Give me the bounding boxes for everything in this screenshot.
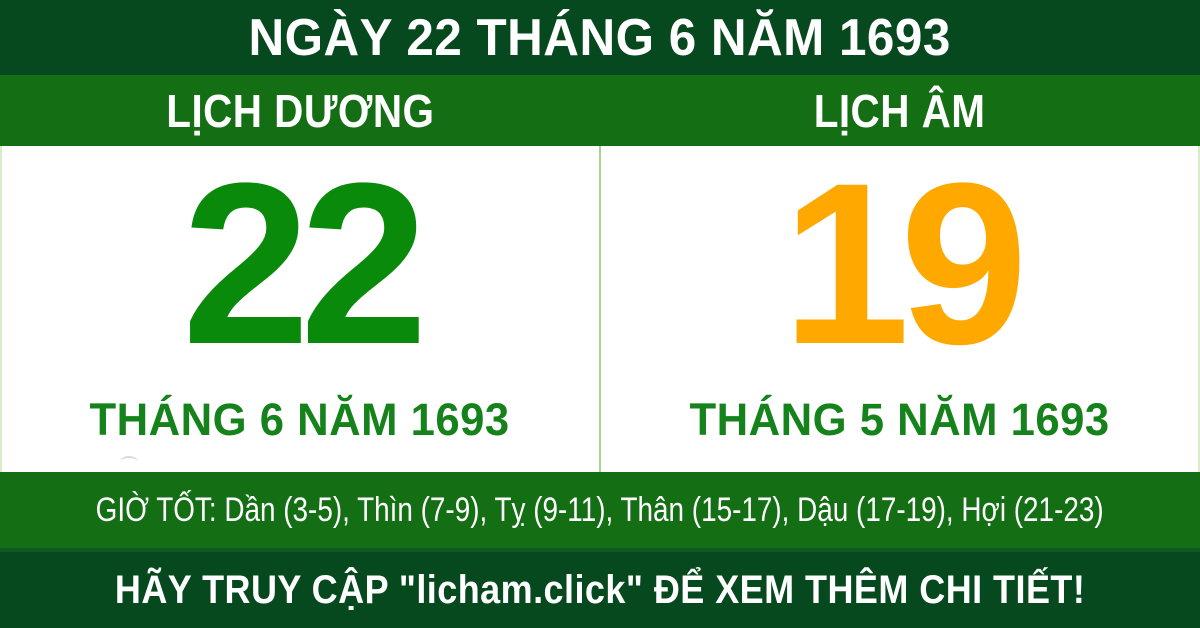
lunar-label-cell: LỊCH ÂM xyxy=(600,75,1200,146)
solar-month-year: THÁNG 6 NĂM 1693 xyxy=(89,394,511,445)
good-hours-text: GIỜ TỐT: Dần (3-5), Thìn (7-9), Tỵ (9-11… xyxy=(95,490,1105,529)
panel-divider xyxy=(599,146,601,472)
lunar-day-number: 19 xyxy=(782,135,1028,392)
page-curl-mark xyxy=(120,456,138,462)
solar-label-cell: LỊCH DƯƠNG xyxy=(0,75,600,146)
solar-calendar-label: LỊCH DƯƠNG xyxy=(165,84,435,137)
calendar-panels: 22 THÁNG 6 NĂM 1693 19 THÁNG 5 NĂM 1693 xyxy=(0,146,1200,472)
lunar-panel: 19 THÁNG 5 NĂM 1693 xyxy=(600,146,1200,472)
footer-bar: HÃY TRUY CẬP "licham.click" ĐỂ XEM THÊM … xyxy=(0,548,1200,628)
header-bar: NGÀY 22 THÁNG 6 NĂM 1693 xyxy=(0,0,1200,75)
lunar-calendar-label: LỊCH ÂM xyxy=(814,84,986,137)
calendar-type-band: LỊCH DƯƠNG LỊCH ÂM xyxy=(0,75,1200,146)
solar-day-number: 22 xyxy=(182,135,428,392)
solar-panel: 22 THÁNG 6 NĂM 1693 xyxy=(0,146,600,472)
footer-cta-text: HÃY TRUY CẬP "licham.click" ĐỂ XEM THÊM … xyxy=(114,567,1086,612)
lunar-month-year: THÁNG 5 NĂM 1693 xyxy=(689,394,1111,445)
good-hours-bar: GIỜ TỐT: Dần (3-5), Thìn (7-9), Tỵ (9-11… xyxy=(0,472,1200,548)
full-date-title: NGÀY 22 THÁNG 6 NĂM 1693 xyxy=(248,8,952,67)
